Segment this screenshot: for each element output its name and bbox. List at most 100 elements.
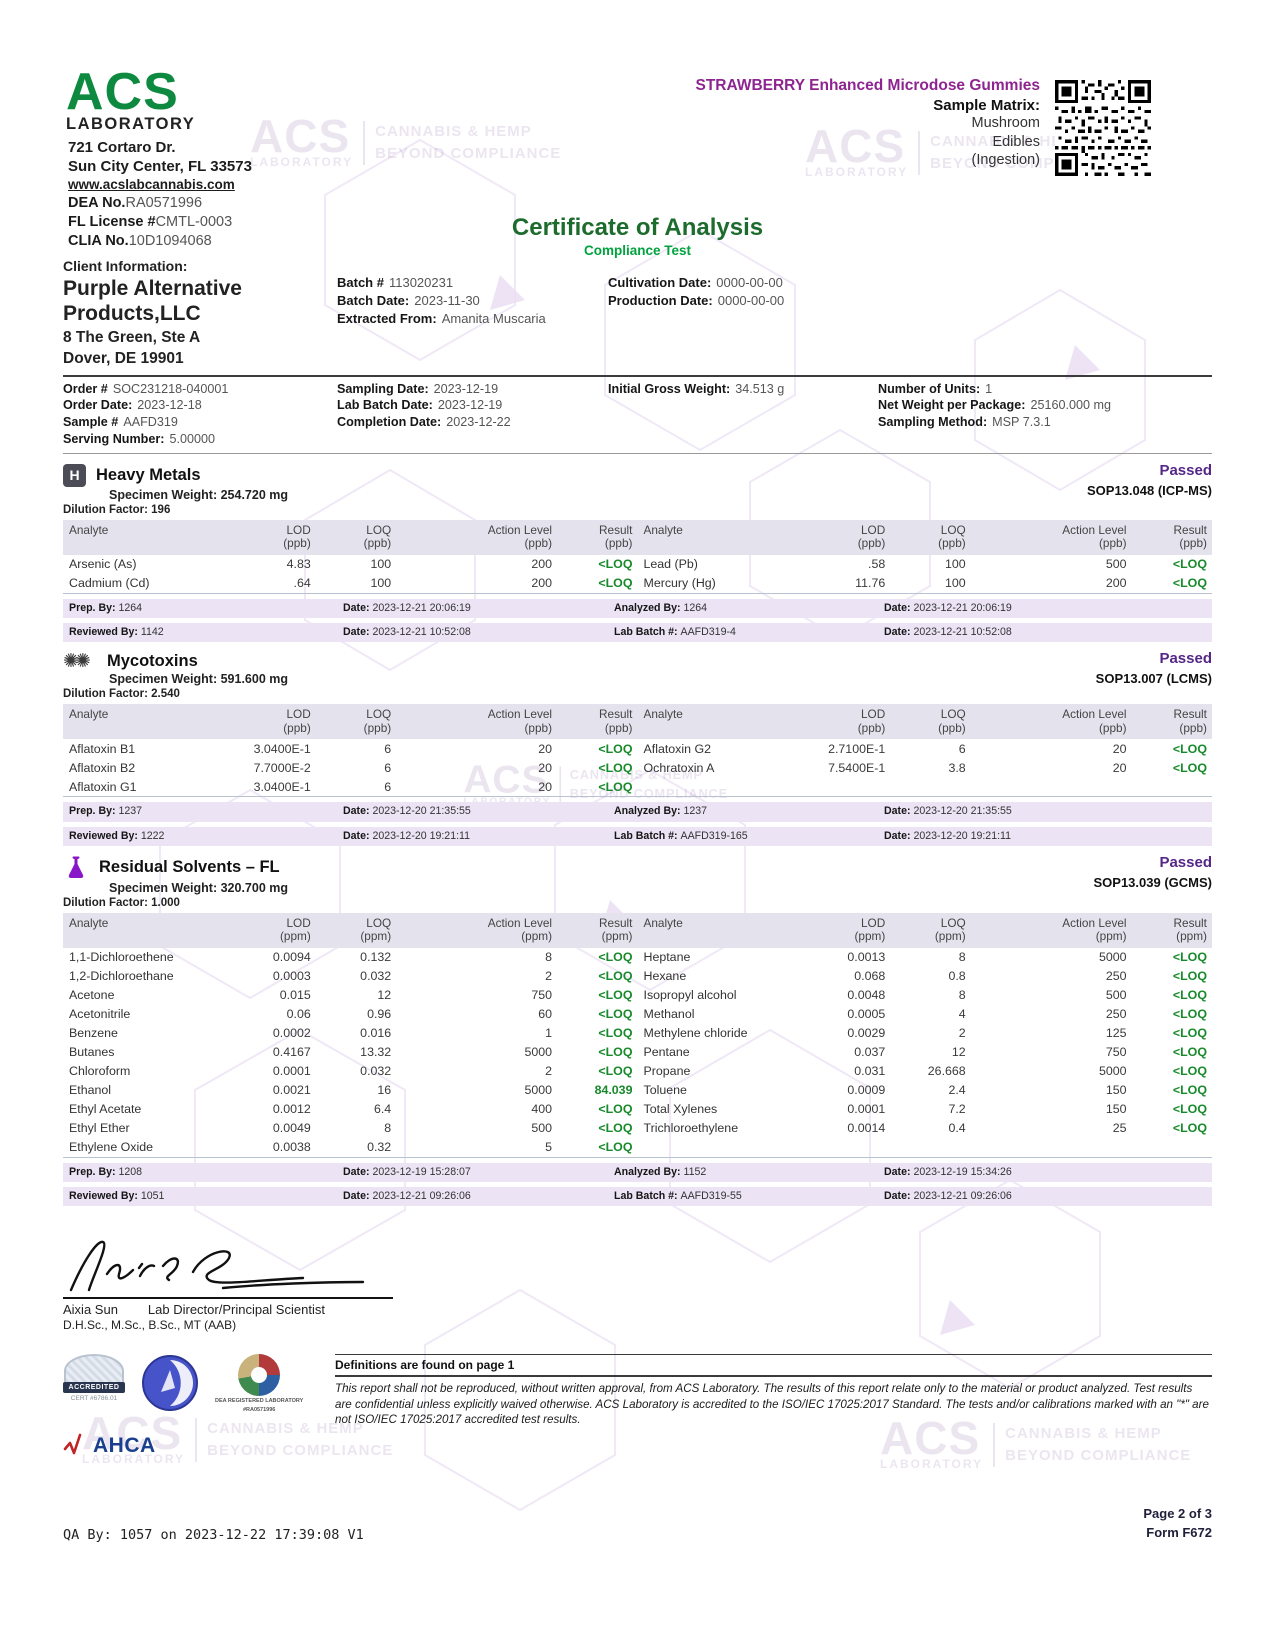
table-cell: 20 [1112,760,1127,775]
column-header: Analyte [69,522,109,537]
label-value-line: Net Weight per Package: 25160.000 mg [878,398,1111,413]
table-cell: 13.32 [360,1045,392,1060]
table-row: Methylene chloride 0.0029 2 125 <LOQ [638,1024,1213,1043]
table-cell: 200 [1105,576,1127,591]
table-cell: 500 [1105,988,1127,1003]
table-cell: 200 [531,576,553,591]
table-cell: 0.0002 [272,1026,311,1041]
form-number: Form F672 [1146,1525,1212,1541]
table-row: Benzene 0.0002 0.016 1 <LOQ [63,1024,638,1043]
table-cell: .64 [293,576,311,591]
label-value-line: Order # SOC231218-040001 [63,381,229,396]
table-row: Chloroform 0.0001 0.032 2 <LOQ [63,1062,638,1081]
table-cell: 4.83 [286,557,311,572]
cultivation-info: Cultivation Date: 0000-00-00 Production Da… [608,258,1212,369]
table-cell: 0.0094 [272,950,311,965]
table-header: Analyte LOD (ppb) LOQ (ppb) Action Level (ppb)… [637,519,1212,555]
table-cell: <LOQ [598,1045,633,1060]
dea-badge-caption: DEA REGISTERED LABORATORY [215,1398,304,1404]
lab-website-link[interactable]: www.acslabcannabis.com [68,177,235,193]
table-cell: 11.76 [855,576,886,591]
dea-badge-number: #RA0571996 [242,1406,276,1413]
analyte-cell: 1,2-Dichloroethane [69,969,174,984]
table-cell: 0.037 [854,1045,886,1060]
table-cell: 100 [945,557,966,572]
table-cell: 250 [1105,1007,1127,1022]
dea-badge-icon [238,1354,281,1396]
analyte-cell: Ethylene Oxide [69,1140,154,1155]
accredited-badge-label: ACCREDITED [63,1382,125,1393]
label-value-line: Completion Date: 2023-12-22 [337,415,511,430]
label-value-line: DEA No.RA0571996 [68,195,203,212]
analyte-cell: Hexane [643,969,687,984]
sop-method: SOP13.039 (GCMS) [1093,874,1213,890]
label-value-line: Order Date: 2023-12-18 [63,398,202,413]
table-header: Analyte LOD (ppb) LOQ (ppb) Action Level (ppb)… [63,519,638,555]
table-cell: 0.015 [279,988,311,1003]
table-cell: 0.0021 [272,1083,311,1098]
bar-cell: Date: 2023-12-20 19:21:11 [884,829,1012,842]
table-cell: <LOQ [598,969,633,984]
column-header: Action Level (ppb) [487,522,553,551]
table-cell: 0.0049 [272,1121,311,1136]
table-cell: 0.0013 [847,950,886,965]
table-cell: 200 [531,557,553,572]
column-header: Action Level (ppb) [1062,707,1127,735]
ahca-badge: AHCA [63,1433,335,1459]
table-cell: 20 [1112,741,1127,756]
analyte-cell: Aflatoxin G2 [643,741,712,756]
table-cell: 8 [958,950,966,965]
analyte-cell: Aflatoxin B1 [69,741,136,756]
specimen-weight: Specimen Weight: 254.720 mg [109,487,288,502]
product-name: STRAWBERRY Enhanced Microdose Gummies [695,77,1040,94]
column-header: Action Level (ppb) [487,707,553,735]
label-value-line: Lab Batch Date: 2023-12-19 [337,398,503,413]
table-row: Hexane 0.068 0.8 250 <LOQ [638,967,1213,986]
section-mycotoxins: ✺✺ Mycotoxins Specimen Weight: 591.600 m… [63,648,1212,846]
section-heavy-metals: H Heavy Metals Specimen Weight: 254.720 … [63,460,1212,643]
table-row: Propane 0.031 26.668 5000 <LOQ [638,1062,1213,1081]
label-value-line: Extracted From: Amanita Muscaria [337,310,546,326]
table-row: Aflatoxin B2 7.7000E-2 6 20 <LOQ [63,758,638,777]
table-cell: .58 [868,557,886,572]
table-cell: <LOQ [1172,1064,1207,1079]
bar-cell: Date: 2023-12-21 20:06:19 [884,601,1012,614]
column-header: Result (ppb) [1173,707,1207,735]
order-info-row: Order # SOC231218-040001 Order Date: 2023-1… [63,381,1212,448]
table-body: Arsenic (As) 4.83 100 200 <LOQ Cadmium (Cd) .6… [63,555,638,593]
table-cell: <LOQ [598,1026,633,1041]
table-cell: 0.06 [286,1007,311,1022]
label-value-line: Sampling Method: MSP 7.3.1 [878,415,1051,430]
lab-seal-icon [142,1355,198,1411]
table-cell: <LOQ [598,1007,633,1022]
table-cell: 0.96 [367,1007,392,1022]
table-row: Heptane 0.0013 8 5000 <LOQ [638,948,1213,967]
table-cell: 0.0038 [272,1140,311,1155]
table-cell: 8 [384,1121,392,1136]
column-header: LOQ (ppb) [363,707,392,735]
table-cell: <LOQ [598,1121,633,1136]
table-cell: 100 [945,576,966,591]
table-row: Pentane 0.037 12 750 <LOQ [638,1043,1213,1062]
table-cell: 6 [384,741,392,756]
qr-code [1055,80,1151,176]
column-header: LOQ (ppb) [363,522,392,551]
table-row: Trichloroethylene 0.0014 0.4 25 <LOQ [638,1119,1213,1138]
table-cell: 25 [1112,1121,1127,1136]
analyte-cell: Trichloroethylene [643,1121,739,1136]
table-cell: <LOQ [1172,557,1207,572]
bar-cell: Date: 2023-12-20 19:21:11 [343,829,471,842]
table-row: Ethylene Oxide 0.0038 0.32 5 <LOQ [63,1138,638,1157]
column-header: LOQ (ppm) [934,915,966,944]
bar-cell: Analyzed By: 1264 [614,601,708,614]
bar-cell: Date: 2023-12-21 09:26:06 [884,1190,1012,1203]
definitions-note: Definitions are found on page 1 [335,1358,1212,1377]
table-body: Aflatoxin G2 2.7100E-1 6 20 <LOQ Ochratoxin A… [638,739,1213,777]
section-title: Residual Solvents – FL [99,858,280,877]
text-line: (Ingestion) [971,151,1040,168]
table-header: Analyte LOD (ppb) LOQ (ppb) Action Level (ppb)… [63,704,638,740]
label-value-line: Batch #113020231 [337,275,454,290]
disclaimer-block: Definitions are found on page 1 This rep… [335,1354,1212,1459]
label-value-line: Number of Units: 1 [878,381,993,396]
table-cell: <LOQ [1172,1102,1207,1117]
